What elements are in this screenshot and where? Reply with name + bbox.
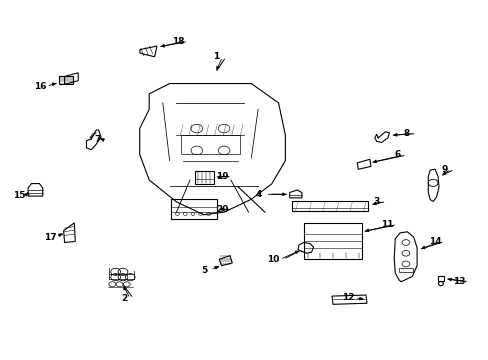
- Text: 17: 17: [43, 233, 56, 242]
- Bar: [303, 223, 362, 258]
- Text: 7: 7: [94, 135, 100, 144]
- Bar: [398, 268, 412, 272]
- Bar: [180, 135, 240, 154]
- Bar: [195, 171, 214, 184]
- Text: 10: 10: [267, 255, 279, 264]
- Text: 1: 1: [213, 52, 219, 61]
- Text: 14: 14: [428, 237, 441, 246]
- Text: 18: 18: [172, 37, 184, 46]
- Text: 2: 2: [121, 294, 127, 303]
- Text: 3: 3: [373, 197, 379, 206]
- Bar: [170, 199, 216, 219]
- Bar: [291, 201, 367, 211]
- Text: 15: 15: [13, 190, 25, 199]
- Text: 12: 12: [342, 293, 354, 302]
- Text: 4: 4: [255, 190, 262, 199]
- Text: 6: 6: [393, 150, 400, 159]
- Text: 8: 8: [403, 129, 409, 138]
- Text: 16: 16: [34, 82, 46, 91]
- Text: 5: 5: [201, 266, 207, 275]
- Text: 13: 13: [452, 277, 465, 286]
- Text: 11: 11: [381, 220, 393, 229]
- Text: 9: 9: [441, 165, 447, 174]
- Text: 19: 19: [215, 172, 228, 181]
- Text: 20: 20: [216, 205, 228, 214]
